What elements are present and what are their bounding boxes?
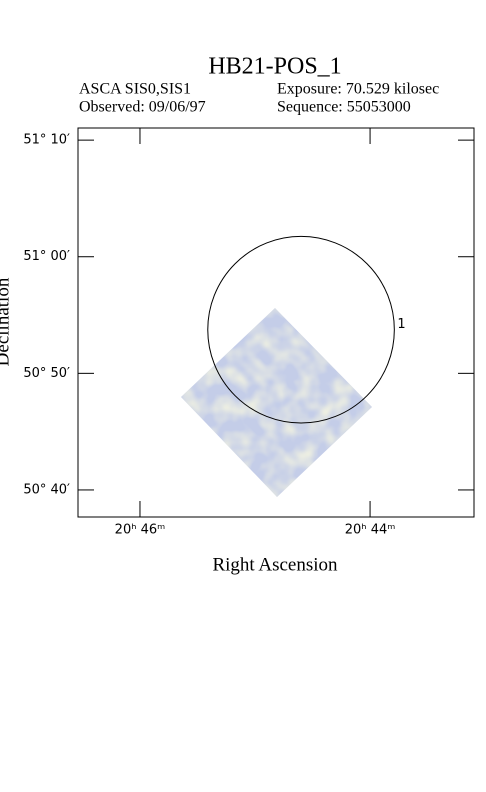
info: Observed: 09/06/97	[79, 99, 206, 116]
y-axis-label: Declination	[0, 277, 13, 366]
y-tick-label: 50° 50′	[23, 366, 70, 381]
y-tick-label: 50° 40′	[23, 482, 70, 497]
chart-title: HB21-POS_1	[208, 54, 341, 80]
region-label: 1	[397, 317, 405, 332]
info: Exposure: 70.529 kilosec	[277, 81, 439, 98]
x-axis-label: Right Ascension	[212, 554, 338, 575]
y-tick-label: 51° 10′	[23, 133, 70, 148]
x-tick-label: 20ʰ 44ᵐ	[345, 523, 396, 538]
y-tick-label: 51° 00′	[23, 249, 70, 264]
info: Sequence: 55053000	[277, 99, 411, 116]
plot-frame	[77, 127, 475, 518]
image	[181, 308, 372, 497]
region	[207, 235, 395, 424]
x-tick-label: 20ʰ 46ᵐ	[115, 523, 166, 538]
info: ASCA SIS0,SIS1	[79, 81, 191, 98]
